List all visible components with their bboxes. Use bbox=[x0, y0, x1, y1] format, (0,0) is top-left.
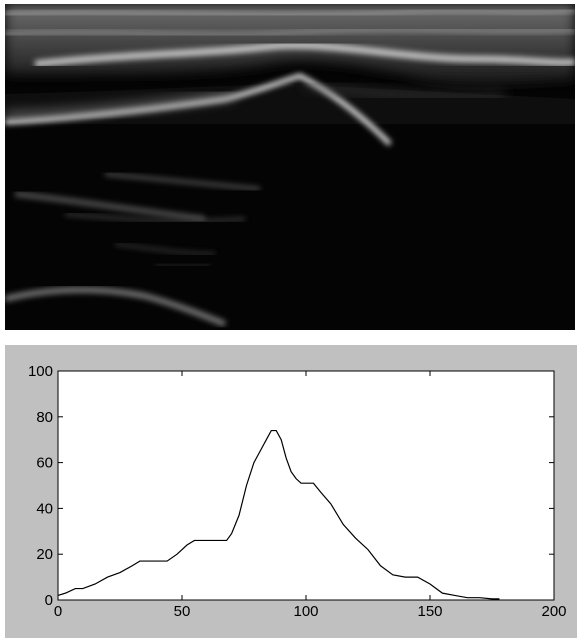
axis-ticks bbox=[57, 370, 555, 601]
y-tick-label: 0 bbox=[45, 592, 53, 609]
x-tick-label: 0 bbox=[54, 603, 62, 620]
x-tick-label: 150 bbox=[417, 603, 442, 620]
y-tick-label: 100 bbox=[28, 363, 53, 380]
y-tick-label: 80 bbox=[36, 409, 53, 426]
plot-area bbox=[57, 370, 555, 601]
series-line bbox=[57, 429, 500, 600]
axis-tick-labels: 0 50 100 150 200 0 20 40 60 80 100 bbox=[28, 363, 567, 620]
y-tick-label: 40 bbox=[36, 500, 53, 517]
x-tick-label: 200 bbox=[541, 603, 566, 620]
x-tick-label: 50 bbox=[174, 603, 191, 620]
ultrasound-image bbox=[5, 4, 575, 330]
series-group bbox=[57, 429, 500, 600]
y-tick-label: 60 bbox=[36, 455, 53, 472]
ultrasound-image-svg bbox=[5, 4, 575, 330]
line-chart: 0 50 100 150 200 0 20 40 60 80 100 bbox=[28, 363, 567, 620]
y-tick-label: 20 bbox=[36, 546, 53, 563]
plot-figure: 0 50 100 150 200 0 20 40 60 80 100 bbox=[5, 345, 577, 638]
x-tick-label: 100 bbox=[293, 603, 318, 620]
